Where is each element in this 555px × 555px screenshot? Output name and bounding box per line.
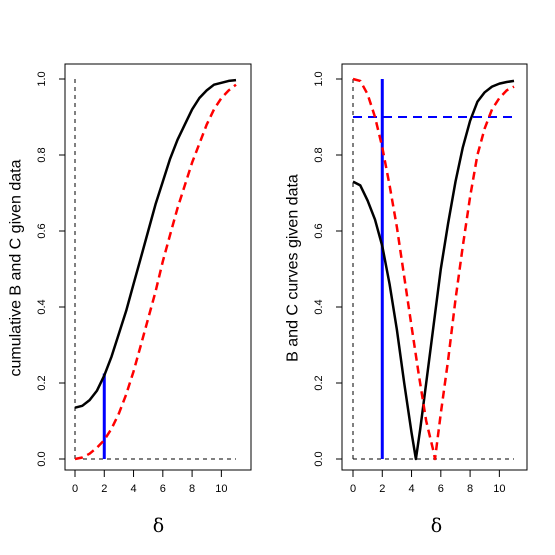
y-tick-label: 0.4 — [36, 299, 48, 314]
y-tick-label: 0.0 — [36, 451, 48, 466]
left-panel: 0 2 4 6 8 10 0.0 0.2 0.4 0.6 0.8 1.0 δ cumulative B a… — [8, 63, 252, 537]
x-tick-label: 0 — [72, 483, 78, 495]
y-tick-label: 0.4 — [313, 299, 325, 314]
x-tick-label: 8 — [189, 483, 195, 495]
y-tick-label: 1.0 — [36, 71, 48, 86]
x-axis-title: δ — [153, 515, 164, 537]
x-tick-label: 4 — [130, 483, 136, 495]
x-tick-label: 10 — [493, 483, 505, 495]
x-tick-label: 2 — [101, 483, 107, 495]
x-tick-label: 8 — [467, 483, 473, 495]
y-tick-label: 0.6 — [313, 223, 325, 238]
series-curve-B — [74, 78, 237, 409]
y-tick-label: 0.8 — [36, 147, 48, 162]
series-curve-B — [352, 79, 515, 461]
x-tick-label: 10 — [215, 483, 227, 495]
x-tick-label: 6 — [160, 483, 166, 495]
x-tick-label: 4 — [408, 483, 414, 495]
x-tick-label: 2 — [379, 483, 385, 495]
y-tick-label: 0.2 — [313, 375, 325, 390]
plot-frame — [64, 63, 252, 471]
y-tick-label: 0.2 — [36, 375, 48, 390]
x-axis-title: δ — [431, 515, 442, 537]
series-curve-C — [352, 77, 515, 461]
y-tick-label: 1.0 — [313, 71, 325, 86]
series-curve-C — [74, 83, 237, 461]
y-tick-label: 0.0 — [313, 451, 325, 466]
y-axis-title: cumulative B and C given data — [8, 159, 25, 376]
x-tick-label: 0 — [350, 483, 356, 495]
right-panel: 0 2 4 6 8 10 0.0 0.2 0.4 0.6 0.8 1.0 δ B and C curves… — [285, 63, 528, 537]
y-tick-label: 0.8 — [313, 147, 325, 162]
y-axis-title: B and C curves given data — [285, 174, 302, 362]
plot-frame — [341, 63, 528, 471]
y-tick-label: 0.6 — [36, 223, 48, 238]
x-tick-label: 6 — [438, 483, 444, 495]
